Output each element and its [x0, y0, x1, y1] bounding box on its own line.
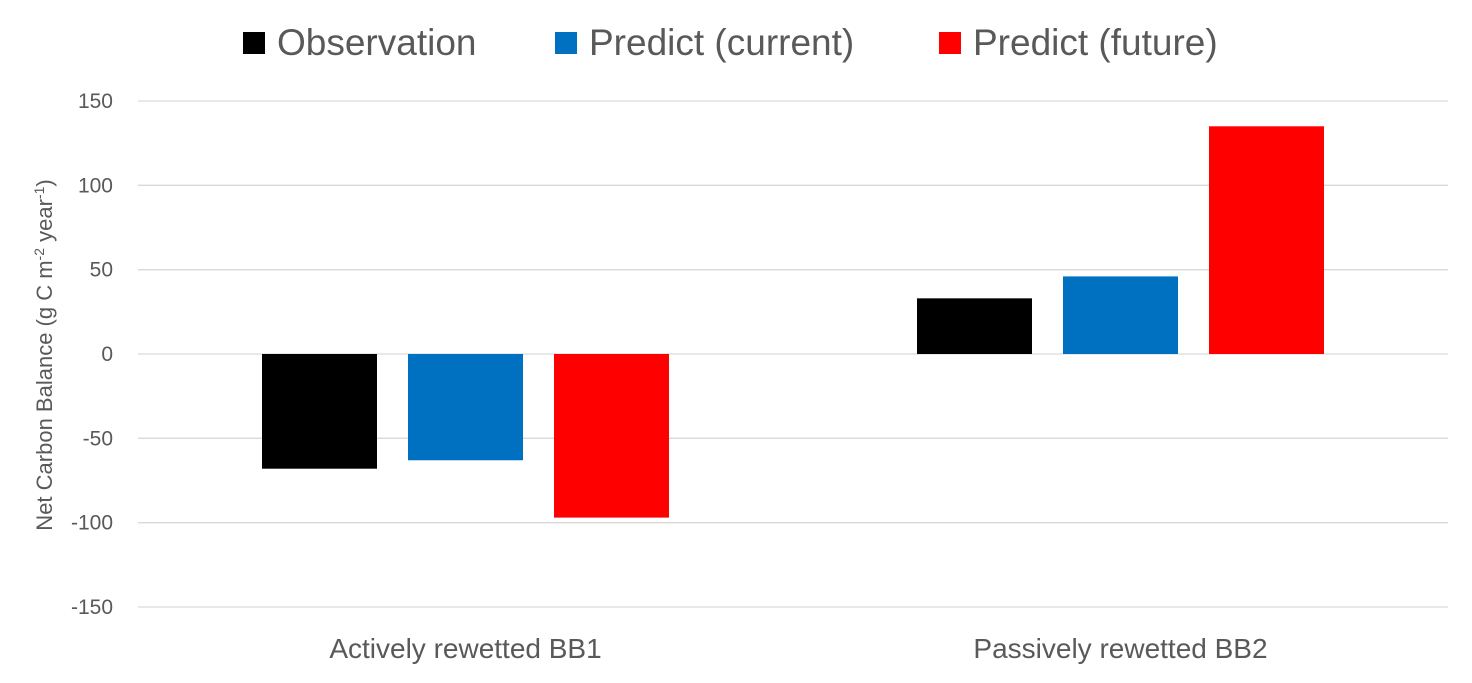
bar [554, 354, 669, 518]
y-axis-ticks: 150 100 50 0 -50 -100 -150 [71, 90, 113, 619]
bar [408, 354, 523, 461]
bar [1209, 126, 1324, 354]
y-tick-label: -50 [83, 427, 113, 450]
legend-swatch [555, 32, 577, 54]
x-category-label: Passively rewetted BB2 [973, 633, 1267, 664]
bar [262, 354, 377, 469]
y-tick-label: 50 [90, 259, 113, 282]
legend-label: Predict (current) [589, 22, 854, 63]
legend: Observation Predict (current) Predict (fut… [243, 22, 1218, 63]
bar [1063, 276, 1178, 354]
y-tick-label: 100 [78, 174, 113, 197]
y-tick-label: -100 [71, 512, 113, 535]
x-axis-categories: Actively rewetted BB1 Passively rewetted … [329, 633, 1267, 664]
y-tick-label: -150 [71, 596, 113, 619]
bars [262, 126, 1324, 518]
y-axis-title: Net Carbon Balance (g C m-2 year-1) [31, 179, 57, 530]
x-category-label: Actively rewetted BB1 [329, 633, 601, 664]
bar [917, 298, 1032, 354]
legend-swatch [243, 32, 265, 54]
y-tick-label: 0 [101, 343, 113, 366]
legend-label: Predict (future) [973, 22, 1218, 63]
y-tick-label: 150 [78, 90, 113, 113]
legend-label: Observation [277, 22, 477, 63]
legend-swatch [939, 32, 961, 54]
